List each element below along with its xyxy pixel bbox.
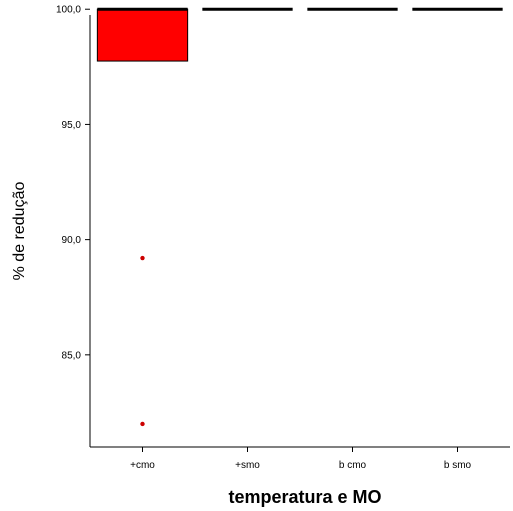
plot-area bbox=[89, 15, 510, 448]
y-axis-title: % de redução bbox=[11, 182, 28, 281]
box-1 bbox=[96, 8, 189, 62]
outliers bbox=[140, 255, 145, 427]
outlier-point bbox=[140, 255, 145, 261]
x-tick-label: b cmo bbox=[339, 460, 367, 471]
y-tick-label: 85,0 bbox=[62, 350, 82, 361]
x-ticks: +cmo +smo b cmo b smo bbox=[130, 447, 472, 471]
x-tick-label: b smo bbox=[444, 460, 472, 471]
outlier-point bbox=[140, 421, 145, 427]
x-tick-label: +smo bbox=[235, 460, 260, 471]
y-tick-label: 90,0 bbox=[62, 235, 82, 246]
x-axis-title: temperatura e MO bbox=[228, 487, 381, 507]
y-ticks: 100,0 95,0 90,0 85,0 bbox=[56, 5, 90, 361]
y-tick-label: 100,0 bbox=[56, 5, 81, 16]
boxes bbox=[96, 7, 503, 62]
y-tick-label: 95,0 bbox=[62, 120, 82, 131]
x-tick-label: +cmo bbox=[130, 460, 155, 471]
